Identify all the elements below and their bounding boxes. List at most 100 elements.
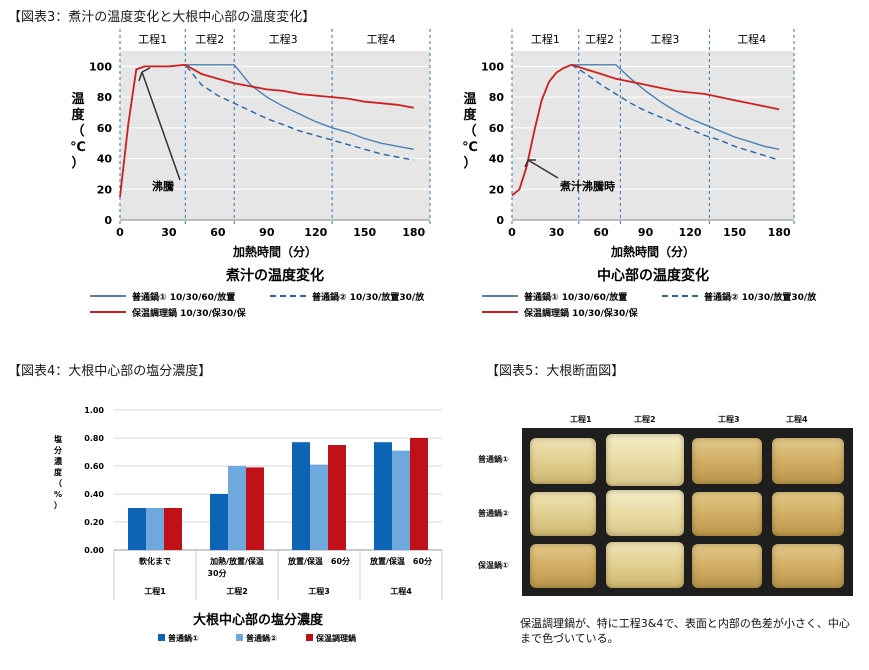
fig5-col-label: 工程3: [718, 415, 740, 424]
legend-label: 普通鍋① 10/30/60/放置: [132, 291, 235, 303]
legend-swatch: [158, 634, 165, 641]
y-tick-label: 40: [489, 153, 505, 166]
y-axis-label: 塩分濃度（%）: [54, 434, 63, 510]
section-label: 工程3: [269, 33, 298, 46]
bar: [210, 494, 228, 550]
category-label: 加熱/放置/保温: [209, 556, 264, 566]
x-tick-label: 60: [210, 226, 226, 239]
bar: [228, 466, 246, 550]
daikon-slice: [692, 492, 762, 536]
x-tick-label: 150: [723, 226, 746, 239]
x-tick-label: 120: [304, 226, 327, 239]
bar: [292, 442, 310, 550]
x-axis-label: 加熱時間（分）: [610, 244, 695, 259]
section-label: 工程3: [308, 586, 330, 596]
section-label: 工程3: [650, 33, 679, 46]
bar: [128, 508, 146, 550]
series-line: [511, 63, 780, 197]
center-temperature-chart: 0 20 40 60 80 100 0 30 60 90 120 150 180 工程1 工程2 工程3 工程4…: [462, 29, 817, 319]
x-tick-label: 120: [679, 226, 702, 239]
annotation-label: 沸騰: [152, 179, 174, 193]
legend-label: 普通鍋①: [168, 633, 199, 643]
section-label: 工程2: [195, 33, 224, 46]
bar: [374, 442, 392, 550]
category-label: 放置/保温 60分: [369, 556, 432, 566]
x-tick-label: 30: [549, 226, 565, 239]
legend-swatch: [306, 634, 313, 641]
y-tick-label: 80: [97, 91, 113, 104]
category-label: 放置/保温 60分: [287, 556, 350, 566]
annotation-arrowhead: [138, 67, 151, 82]
category-label: 軟化まで: [139, 556, 171, 566]
daikon-slice: [772, 544, 844, 588]
section-label: 工程1: [144, 586, 166, 596]
x-tick-label: 90: [259, 226, 275, 239]
section-label: 工程2: [585, 33, 614, 46]
y-tick-label: 20: [489, 183, 505, 196]
legend-label: 普通鍋① 10/30/60/放置: [524, 291, 627, 303]
bar: [164, 508, 182, 550]
fig5-col-label: 工程2: [634, 415, 656, 424]
y-tick-label: 1.00: [84, 406, 104, 415]
chart-title: 煮汁の温度変化: [225, 267, 324, 284]
chart-title: 大根中心部の塩分濃度: [193, 612, 324, 628]
y-tick-label: 100: [481, 60, 504, 73]
fig5-row-label: 普通鍋②: [478, 509, 509, 518]
fig5-col-label: 工程4: [786, 415, 808, 424]
figure3-title: 【図表3：煮汁の温度変化と大根中心部の温度変化】: [8, 10, 316, 25]
daikon-slice: [606, 542, 684, 588]
y-tick-label: 60: [97, 122, 113, 135]
y-tick-label: 0: [104, 214, 112, 227]
annotation-label: 煮汁沸騰時: [559, 179, 615, 193]
fig5-col-label: 工程1: [570, 415, 592, 424]
daikon-slice: [530, 438, 596, 484]
section-label: 工程4: [737, 33, 766, 46]
y-tick-label: 80: [489, 91, 505, 104]
bar: [328, 445, 346, 550]
x-tick-label: 0: [116, 226, 124, 239]
daikon-slice: [692, 544, 762, 588]
y-tick-label: 40: [97, 153, 113, 166]
x-tick-label: 180: [402, 226, 425, 239]
legend-label: 保温調理鍋: [315, 633, 356, 643]
chart-title: 中心部の温度変化: [597, 267, 709, 284]
series-line: [119, 63, 414, 198]
legend-label: 保温調理鍋 10/30/保30/保: [131, 307, 247, 319]
annotation-arrowhead: [524, 159, 536, 168]
legend-label: 普通鍋② 10/30/放置30/放: [312, 291, 425, 303]
daikon-slice: [606, 490, 684, 536]
y-axis-label: 温度（℃）: [462, 92, 478, 171]
broth-temperature-chart: 0 20 40 60 80 100 0 30 60 90 120 150 180 工程1 工程2 工程3 工程4…: [70, 29, 431, 319]
y-tick-label: 0: [496, 214, 504, 227]
x-tick-label: 90: [638, 226, 654, 239]
y-tick-label: 0.60: [84, 462, 104, 471]
plot-area: [512, 51, 794, 220]
x-axis-label: 加熱時間（分）: [232, 244, 317, 259]
daikon-slice: [606, 434, 684, 486]
section-label: 工程1: [138, 33, 167, 46]
x-tick-label: 30: [161, 226, 177, 239]
figure4-title: 【図表4：大根中心部の塩分濃度】: [8, 364, 212, 379]
annotation-arrow: [527, 159, 559, 179]
section-label: 工程1: [531, 33, 560, 46]
bar: [246, 467, 264, 550]
y-tick-label: 0.00: [84, 546, 104, 555]
figure5-title: 【図表5：大根断面図】: [486, 364, 625, 379]
daikon-cross-section-photo: [522, 428, 853, 596]
daikon-slice: [530, 544, 596, 588]
bar: [310, 464, 328, 550]
x-tick-label: 60: [593, 226, 609, 239]
bar: [146, 508, 164, 550]
bar: [410, 438, 428, 550]
fig5-row-label: 普通鍋①: [478, 455, 509, 464]
daikon-slice: [772, 438, 844, 484]
legend-swatch: [236, 634, 243, 641]
x-tick-label: 0: [508, 226, 516, 239]
fig5-row-label: 保温鍋①: [478, 561, 509, 570]
legend-label: 普通鍋② 10/30/放置30/放: [704, 291, 817, 303]
bar: [392, 450, 410, 550]
y-tick-label: 0.20: [84, 518, 104, 527]
category-label: 30分: [207, 568, 226, 578]
plot-area: [120, 51, 430, 220]
